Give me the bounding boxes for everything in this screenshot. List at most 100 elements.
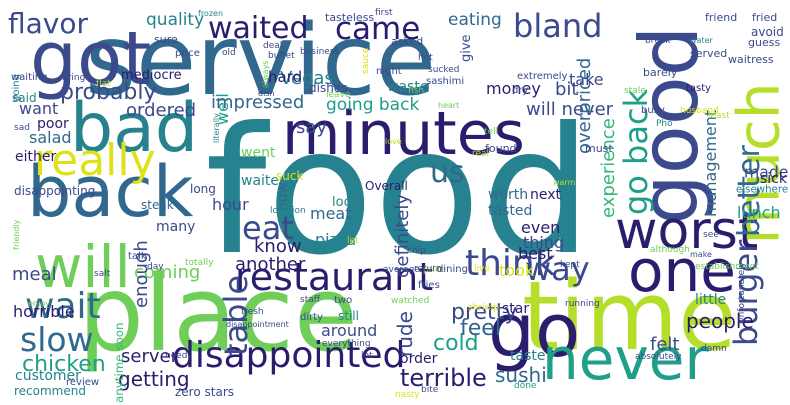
cloud-word: steak xyxy=(141,198,174,212)
cloud-word: take xyxy=(569,70,604,89)
cloud-word: price xyxy=(423,265,446,275)
cloud-word: least xyxy=(708,111,730,121)
cloud-word: elsewhere xyxy=(736,183,789,196)
cloud-word: Pho xyxy=(656,119,673,129)
cloud-word: tasted xyxy=(488,203,533,219)
cloud-word: hard xyxy=(268,68,303,86)
cloud-word: make xyxy=(690,250,712,259)
cloud-word: meal xyxy=(12,264,57,285)
cloud-word: management xyxy=(701,109,720,217)
cloud-word: another xyxy=(235,254,306,275)
cloud-word: thing xyxy=(523,233,565,252)
cloud-word: average xyxy=(383,265,420,275)
cloud-word: need xyxy=(165,351,188,361)
cloud-word: bland xyxy=(513,7,603,45)
cloud-word: say xyxy=(296,117,328,138)
cloud-word: fish xyxy=(408,86,425,96)
cloud-word: taste xyxy=(510,348,546,364)
cloud-word: one xyxy=(628,237,736,305)
cloud-word: either xyxy=(15,149,57,165)
cloud-word: staff xyxy=(300,295,320,305)
cloud-word: wait xyxy=(25,286,101,327)
cloud-word: made xyxy=(744,163,789,182)
cloud-word: long xyxy=(190,182,216,196)
cloud-word: Unfortunately xyxy=(737,261,747,324)
cloud-word: us xyxy=(430,155,465,190)
cloud-word: anytime soon xyxy=(112,322,126,403)
cloud-word: experience xyxy=(598,118,619,218)
cloud-word: barely xyxy=(643,66,678,79)
cloud-word: running xyxy=(565,299,600,309)
cloud-word: bite xyxy=(421,385,439,395)
cloud-word: people xyxy=(686,309,754,333)
cloud-word: real xyxy=(472,149,490,159)
cloud-word: lot xyxy=(361,351,373,361)
cloud-word: water xyxy=(690,36,713,45)
cloud-word: said xyxy=(12,91,37,105)
cloud-word: first xyxy=(375,8,393,18)
cloud-word: star xyxy=(502,301,530,317)
cloud-word: way xyxy=(525,250,590,288)
cloud-word: Vegas xyxy=(280,68,334,89)
cloud-word: sucked xyxy=(428,65,460,75)
cloud-word: minutes xyxy=(282,99,525,169)
cloud-word: got xyxy=(30,16,152,102)
cloud-word: dry xyxy=(512,85,529,96)
cloud-word: order xyxy=(400,351,438,367)
cloud-word: service xyxy=(85,4,437,118)
cloud-word: found xyxy=(485,142,517,155)
cloud-word: waiter xyxy=(241,173,285,189)
cloud-word: sure xyxy=(154,33,178,46)
cloud-word: price xyxy=(175,48,200,59)
cloud-word: kept xyxy=(560,260,580,270)
cloud-word: ordered xyxy=(126,100,197,121)
cloud-word: customer xyxy=(15,368,81,384)
cloud-word: done xyxy=(514,381,537,391)
cloud-word: pretty xyxy=(451,300,518,325)
cloud-word: give xyxy=(459,34,474,62)
cloud-word: bad xyxy=(70,89,198,168)
cloud-word: waste xyxy=(387,79,429,95)
cloud-word: next xyxy=(530,187,562,203)
cloud-word: eat xyxy=(242,209,294,247)
cloud-word: watched xyxy=(391,296,430,306)
cloud-word: totally xyxy=(185,258,214,268)
cloud-word: extremely xyxy=(517,71,568,82)
cloud-word: avoid xyxy=(751,25,784,39)
cloud-word: everything xyxy=(322,339,371,349)
cloud-word: money xyxy=(486,79,541,98)
cloud-word: location xyxy=(270,206,306,216)
cloud-word: review xyxy=(66,377,100,388)
cloud-word: chicken xyxy=(22,352,106,377)
cloud-word: slow xyxy=(20,320,94,359)
cloud-word: see xyxy=(703,230,719,240)
cloud-word: still xyxy=(338,309,359,323)
cloud-word: went xyxy=(241,145,276,161)
cloud-word: tasty xyxy=(686,83,712,94)
cloud-word: warm xyxy=(553,178,576,187)
cloud-word: cold xyxy=(433,331,479,356)
cloud-word: disappointing xyxy=(14,184,96,198)
cloud-word: salad xyxy=(29,128,72,147)
cloud-word: damn xyxy=(701,344,727,354)
cloud-word: sad xyxy=(14,123,30,133)
cloud-word: around xyxy=(321,321,378,340)
cloud-word: lunch xyxy=(737,203,781,222)
cloud-word: waited xyxy=(208,11,309,46)
cloud-word: will never xyxy=(526,99,614,120)
cloud-word: bring xyxy=(62,73,86,83)
cloud-word: nasty xyxy=(395,390,420,400)
cloud-word: absolutely xyxy=(635,352,682,362)
cloud-word: worst xyxy=(615,201,759,261)
cloud-word: felt xyxy=(650,334,680,355)
cloud-word: poor xyxy=(37,116,69,132)
cloud-word: although xyxy=(650,245,690,255)
cloud-word: served xyxy=(690,47,728,60)
cloud-word: suck xyxy=(276,169,304,183)
cloud-word: look xyxy=(332,195,360,210)
cloud-word: hot xyxy=(418,53,433,63)
cloud-word: guess xyxy=(748,36,781,49)
cloud-word: busy xyxy=(641,105,665,116)
cloud-word: always xyxy=(261,60,270,88)
